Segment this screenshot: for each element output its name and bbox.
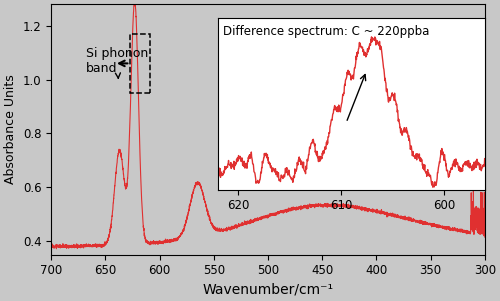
Y-axis label: Absorbance Units: Absorbance Units xyxy=(4,74,17,184)
Bar xyxy=(130,34,150,93)
Text: Difference spectrum: C ~ 220ppba: Difference spectrum: C ~ 220ppba xyxy=(223,25,429,38)
Text: Si phonon
band: Si phonon band xyxy=(86,47,148,78)
X-axis label: Wavenumber/cm⁻¹: Wavenumber/cm⁻¹ xyxy=(202,283,334,297)
